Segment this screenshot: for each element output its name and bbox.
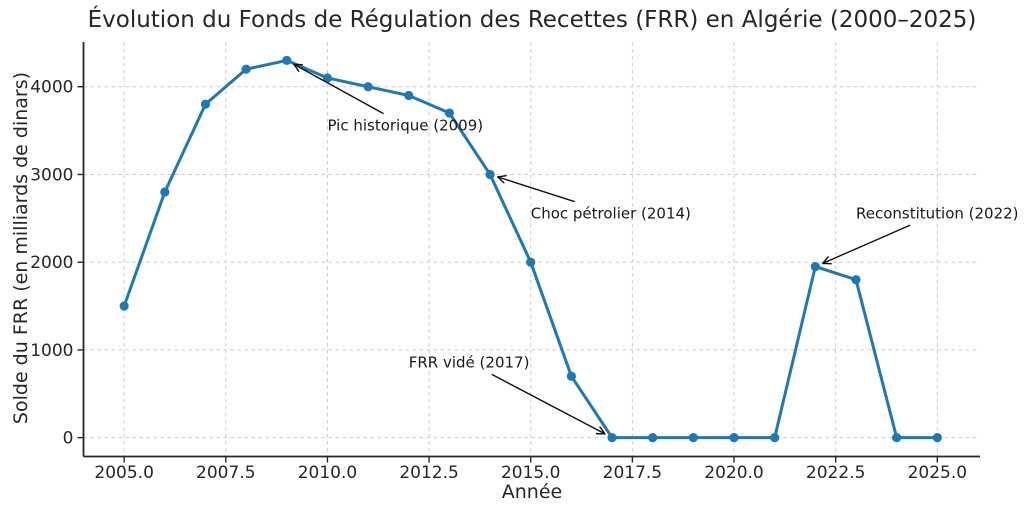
annotation-label: Reconstitution (2022) xyxy=(856,204,1019,222)
y-tick-label: 1000 xyxy=(30,341,73,361)
data-point xyxy=(810,261,820,272)
x-axis-label: Année xyxy=(501,481,563,503)
annotation-arrow xyxy=(497,176,575,203)
data-point xyxy=(282,55,292,66)
x-tick-label: 2025.0 xyxy=(908,463,967,483)
data-point xyxy=(241,64,251,74)
data-point xyxy=(648,433,658,443)
x-tick-label: 2012.5 xyxy=(399,463,458,483)
y-tick-label: 2000 xyxy=(30,253,73,273)
data-point xyxy=(322,73,333,83)
data-point xyxy=(119,301,129,311)
annotation-arrow xyxy=(293,63,384,115)
annotation-arrow xyxy=(491,373,606,435)
data-point xyxy=(932,433,942,443)
data-point xyxy=(160,187,170,197)
data-point xyxy=(444,108,455,118)
annotation-label: Pic historique (2009) xyxy=(327,117,483,135)
x-tick-label: 2010.0 xyxy=(298,463,357,483)
data-point xyxy=(892,433,902,443)
x-tick-label: 2017.5 xyxy=(603,463,662,483)
x-tick-label: 2015.0 xyxy=(501,463,560,483)
annotation-label: FRR vidé (2017) xyxy=(409,353,530,371)
annotation-arrowhead xyxy=(821,256,832,265)
chart-title: Évolution du Fonds de Régulation des Rec… xyxy=(87,7,977,33)
x-tick-label: 2022.5 xyxy=(806,463,865,483)
data-point xyxy=(729,433,739,443)
data-point xyxy=(770,433,780,443)
data-point xyxy=(485,169,495,180)
y-tick-label: 3000 xyxy=(30,165,73,185)
data-point xyxy=(526,257,536,267)
data-point xyxy=(200,99,211,109)
x-tick-label: 2020.0 xyxy=(704,463,763,483)
x-tick-label: 2005.0 xyxy=(94,463,153,483)
annotation-arrowhead xyxy=(293,63,303,72)
data-point xyxy=(851,275,861,285)
data-point xyxy=(607,433,617,443)
annotation-arrowhead xyxy=(595,426,606,435)
y-tick-label: 0 xyxy=(63,429,74,449)
annotation-arrowhead xyxy=(496,175,507,184)
data-point xyxy=(566,371,576,381)
annotation-arrow xyxy=(822,224,911,265)
data-point xyxy=(404,90,414,101)
x-tick-label: 2007.5 xyxy=(196,463,255,483)
annotation-label: Choc pétrolier (2014) xyxy=(531,204,691,222)
y-tick-label: 4000 xyxy=(30,78,73,98)
y-axis-label: Solde du FRR (en milliards de dinars) xyxy=(10,71,32,425)
data-point xyxy=(688,433,698,443)
data-point xyxy=(363,82,373,92)
